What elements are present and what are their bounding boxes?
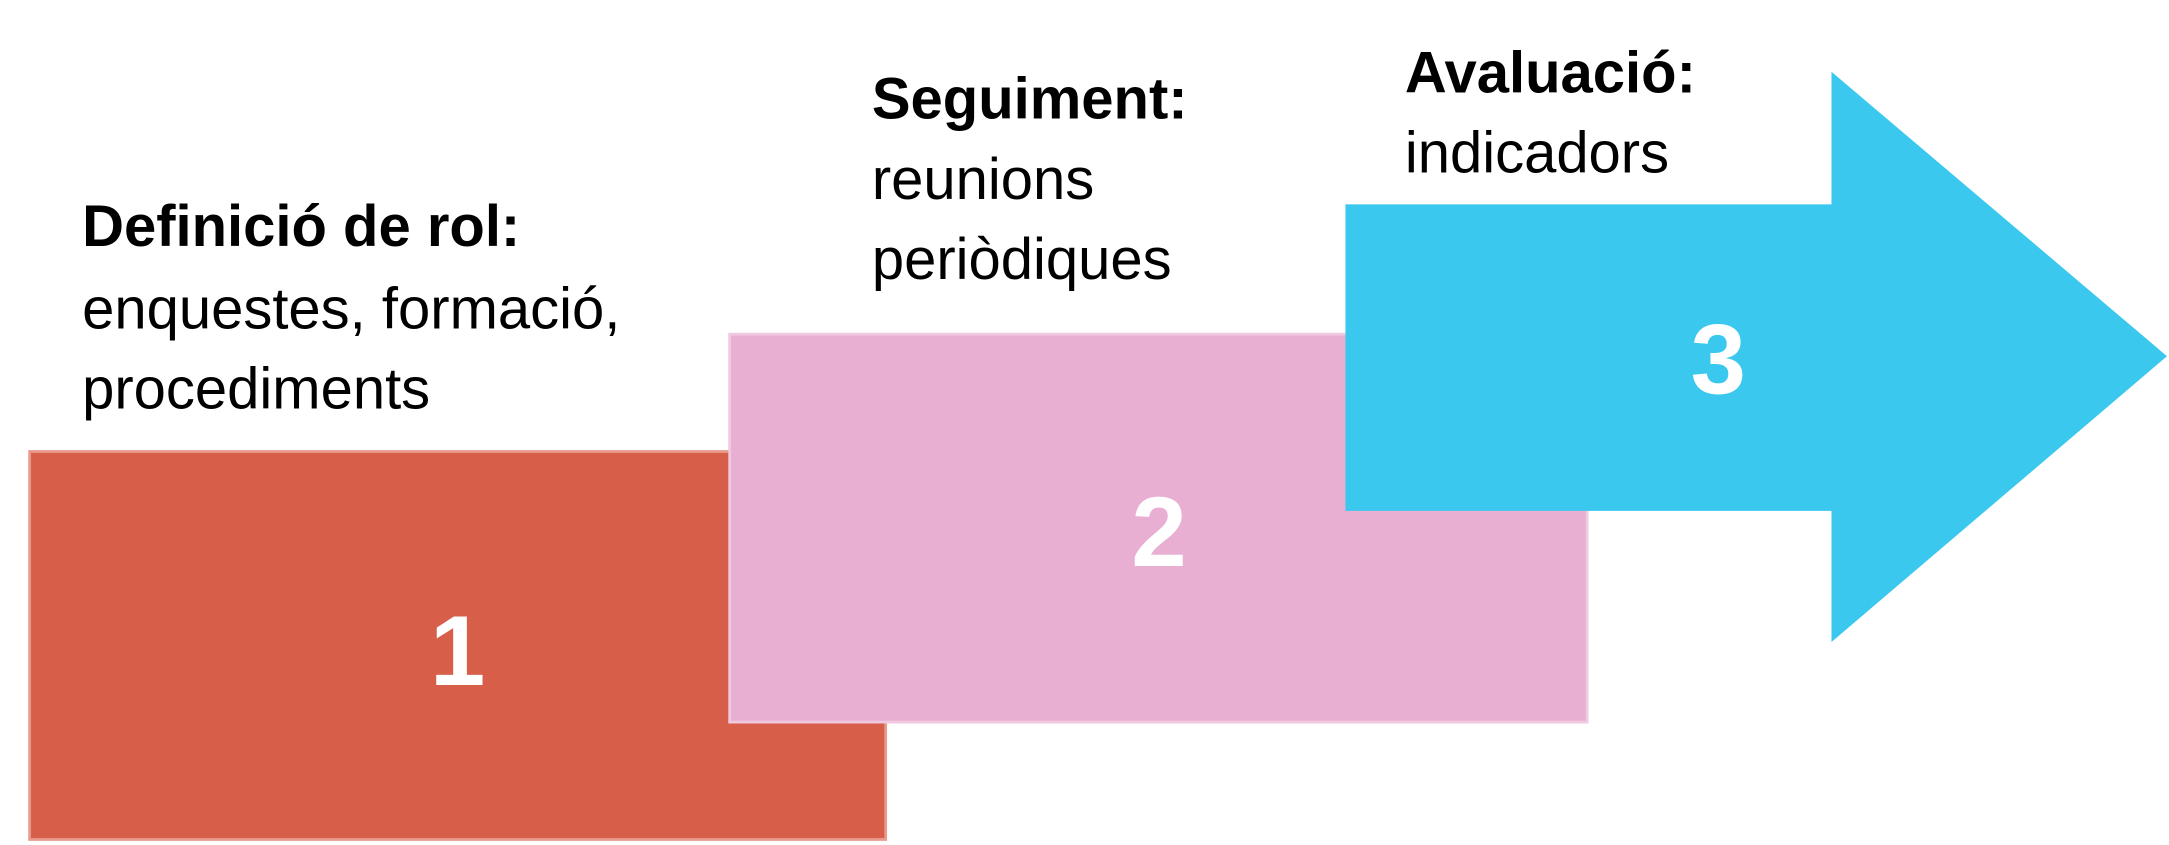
- step-number: 2: [1131, 477, 1186, 588]
- step-title: Avaluació:: [1405, 42, 1696, 106]
- step-arrow: [1345, 71, 2167, 643]
- step-description: indicadors: [1405, 122, 1669, 186]
- step-description: enquestes, formació,: [82, 278, 620, 342]
- step-description: periòdiques: [872, 228, 1172, 292]
- step-number: 1: [430, 596, 485, 707]
- step-title: Definició de rol:: [82, 195, 520, 259]
- step-description: procediments: [82, 358, 430, 422]
- step-description: reunions: [872, 148, 1094, 212]
- step-number: 3: [1691, 305, 1746, 416]
- step-title: Seguiment:: [872, 68, 1188, 132]
